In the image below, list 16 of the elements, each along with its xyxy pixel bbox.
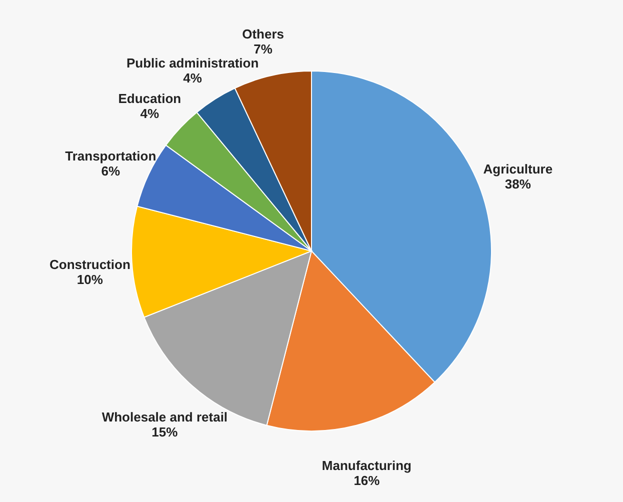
data-label: 15% xyxy=(152,424,178,440)
slice-label: Agriculture xyxy=(483,161,553,176)
slice-label: Education xyxy=(118,91,182,106)
slice-label: Wholesale and retail xyxy=(102,410,228,425)
slice-label: Public administration xyxy=(126,56,259,71)
data-label: 38% xyxy=(504,176,532,192)
data-label: 7% xyxy=(254,41,273,56)
data-label: 16% xyxy=(354,473,380,488)
slice-label: Transportation xyxy=(65,148,156,164)
data-label: 4% xyxy=(183,70,202,86)
slice-label: Construction xyxy=(49,256,130,272)
data-label: 6% xyxy=(101,163,120,178)
data-label: 4% xyxy=(140,106,160,122)
slice-label: Others xyxy=(242,26,284,42)
slice-label: Manufacturing xyxy=(322,458,412,474)
data-label: 10% xyxy=(76,272,104,287)
